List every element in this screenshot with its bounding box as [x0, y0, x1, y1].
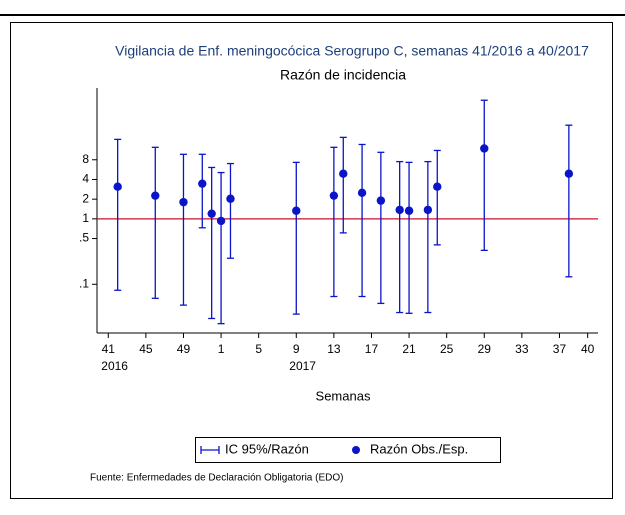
y-tick-label: 1: [82, 211, 89, 225]
x-tick-label: 5: [255, 342, 262, 356]
ratio-point: [198, 179, 207, 188]
x-tick-label: 21: [402, 342, 416, 356]
x-year-label: 2016: [101, 359, 128, 373]
legend-point-symbol: [352, 446, 360, 454]
chart-frame: [10, 22, 613, 499]
x-tick-label: 29: [478, 342, 492, 356]
ratio-point: [329, 191, 339, 200]
x-axis-label: Semanas: [316, 388, 371, 403]
x-tick-label: 45: [139, 342, 153, 356]
ratio-point: [433, 182, 442, 191]
chart-subtitle: Razón de incidencia: [280, 67, 406, 83]
ratio-point: [339, 169, 348, 178]
y-tick-label: .5: [79, 231, 89, 245]
y-tick-label: .1: [79, 276, 89, 290]
ratio-point: [423, 205, 433, 215]
ratio-point: [395, 205, 404, 215]
ratio-point: [404, 206, 414, 215]
x-tick-label: 49: [177, 342, 191, 356]
y-tick-label: 4: [82, 172, 89, 186]
x-tick-label: 25: [440, 342, 454, 356]
chart-title: Vigilancia de Enf. meningocócica Serogru…: [115, 43, 589, 59]
x-tick-label: 37: [553, 342, 567, 356]
ratio-point: [151, 191, 160, 200]
ratio-point: [564, 169, 574, 178]
y-tick-label: 2: [82, 191, 89, 205]
ratio-point: [226, 194, 235, 203]
x-tick-label: 17: [365, 342, 379, 356]
x-tick-label: 40: [581, 342, 595, 356]
ratio-point: [113, 182, 122, 191]
x-tick-label: 13: [327, 342, 341, 356]
ratio-point: [357, 188, 367, 198]
ratio-point: [376, 196, 386, 205]
x-tick-label: 41: [102, 342, 116, 356]
source-note: Fuente: Enfermedades de Declaración Obli…: [90, 473, 343, 484]
ratio-point: [292, 206, 301, 215]
legend: [195, 437, 501, 463]
y-tick-label: 8: [82, 152, 89, 166]
ratio-point: [216, 216, 226, 226]
ratio-point: [179, 197, 188, 207]
x-tick-label: 33: [515, 342, 529, 356]
ratio-point: [480, 144, 489, 153]
ratio-point: [207, 209, 216, 218]
x-tick-label: 9: [293, 342, 300, 356]
x-tick-label: 1: [218, 342, 225, 356]
legend-label: IC 95%/Razón: [225, 441, 309, 456]
legend-label: Razón Obs./Esp.: [370, 441, 468, 456]
x-year-label: 2017: [289, 359, 316, 373]
